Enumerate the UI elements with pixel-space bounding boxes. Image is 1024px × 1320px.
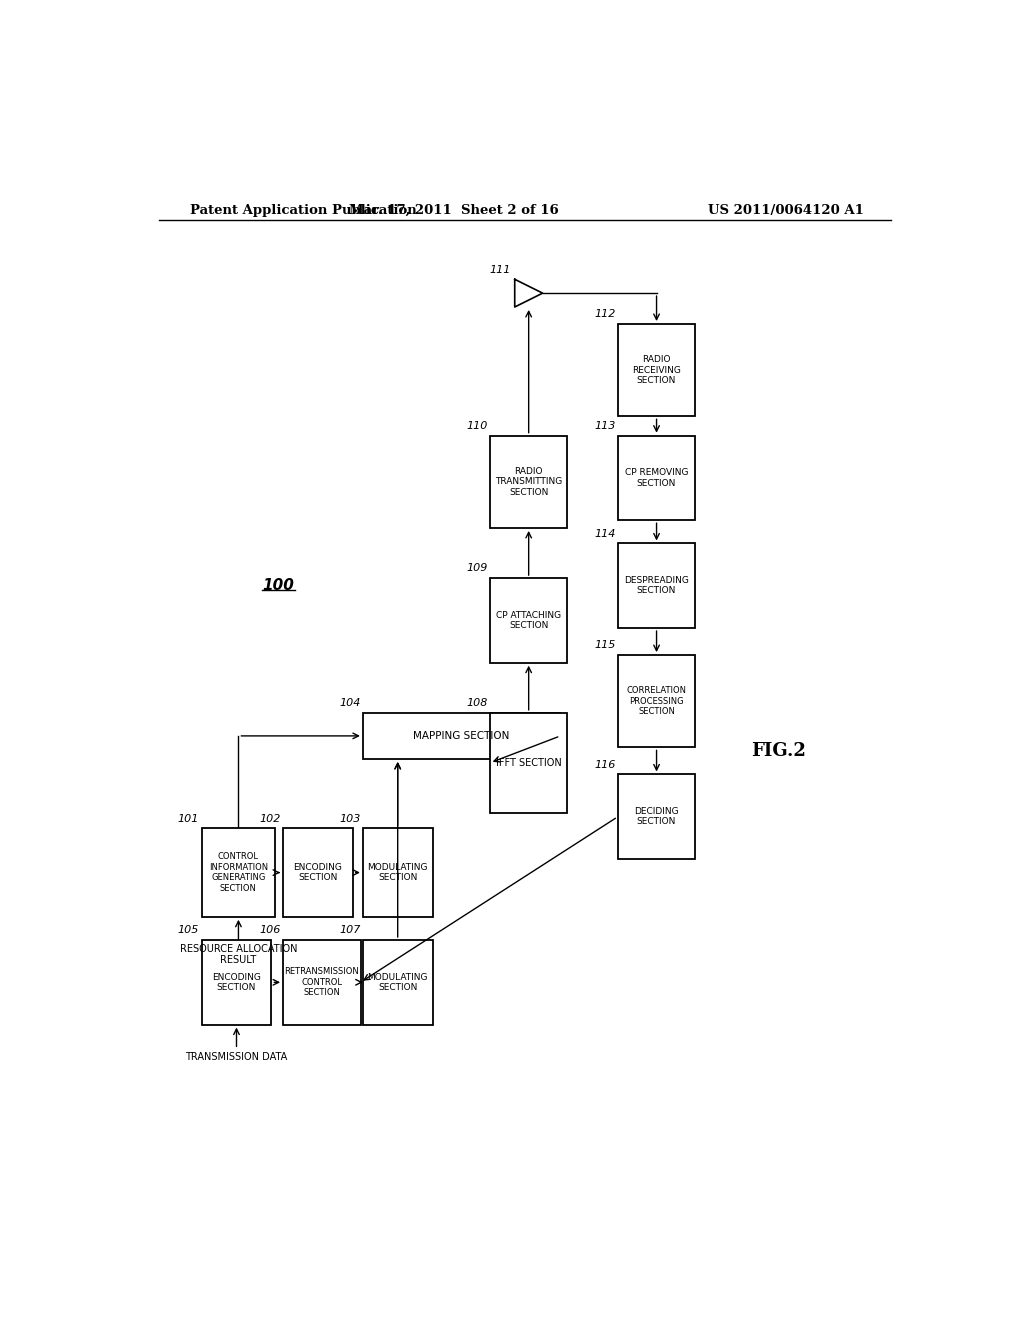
Text: 115: 115 [594, 640, 615, 651]
Text: FIG.2: FIG.2 [752, 742, 807, 760]
Text: Patent Application Publication: Patent Application Publication [190, 205, 417, 218]
Text: 100: 100 [262, 578, 294, 593]
Text: RESOURCE ALLOCATION
RESULT: RESOURCE ALLOCATION RESULT [179, 944, 297, 965]
Text: TRANSMISSION DATA: TRANSMISSION DATA [185, 1052, 288, 1061]
Bar [489, 578, 567, 663]
Text: ENCODING
SECTION: ENCODING SECTION [294, 863, 342, 882]
Text: RETRANSMISSION
CONTROL
SECTION: RETRANSMISSION CONTROL SECTION [285, 968, 359, 997]
Bar [283, 940, 360, 1024]
Text: 101: 101 [178, 813, 200, 824]
Bar [617, 544, 695, 628]
Text: MODULATING
SECTION: MODULATING SECTION [368, 863, 428, 882]
Bar [489, 713, 567, 813]
Bar [283, 829, 352, 917]
Text: 104: 104 [339, 698, 360, 708]
Text: 108: 108 [466, 698, 487, 708]
Text: CONTROL
INFORMATION
GENERATING
SECTION: CONTROL INFORMATION GENERATING SECTION [209, 853, 268, 892]
Text: 107: 107 [339, 925, 360, 936]
Text: US 2011/0064120 A1: US 2011/0064120 A1 [709, 205, 864, 218]
Text: RADIO
TRANSMITTING
SECTION: RADIO TRANSMITTING SECTION [495, 467, 562, 496]
Bar [362, 940, 432, 1024]
Text: DECIDING
SECTION: DECIDING SECTION [634, 807, 679, 826]
Text: CP REMOVING
SECTION: CP REMOVING SECTION [625, 469, 688, 487]
Bar [202, 940, 271, 1024]
Text: 113: 113 [594, 421, 615, 430]
Bar [362, 829, 432, 917]
Text: DESPREADING
SECTION: DESPREADING SECTION [624, 576, 689, 595]
Text: 110: 110 [466, 421, 487, 430]
Bar [489, 436, 567, 528]
Bar [617, 655, 695, 747]
Bar [202, 829, 275, 917]
Text: 112: 112 [594, 309, 615, 319]
Text: 106: 106 [259, 925, 281, 936]
Text: Mar. 17, 2011  Sheet 2 of 16: Mar. 17, 2011 Sheet 2 of 16 [348, 205, 558, 218]
Text: 116: 116 [594, 760, 615, 770]
Text: 105: 105 [178, 925, 200, 936]
Text: 114: 114 [594, 529, 615, 539]
Text: 111: 111 [489, 265, 511, 276]
Text: CORRELATION
PROCESSING
SECTION: CORRELATION PROCESSING SECTION [627, 686, 686, 717]
Text: MODULATING
SECTION: MODULATING SECTION [368, 973, 428, 993]
Bar [617, 775, 695, 859]
Bar [617, 323, 695, 416]
Text: MAPPING SECTION: MAPPING SECTION [414, 731, 510, 741]
Text: IFFT SECTION: IFFT SECTION [496, 758, 561, 768]
Text: 103: 103 [339, 813, 360, 824]
Bar [617, 436, 695, 520]
Text: CP ATTACHING
SECTION: CP ATTACHING SECTION [496, 611, 561, 630]
Text: 109: 109 [466, 564, 487, 573]
Bar [362, 713, 560, 759]
Text: 102: 102 [259, 813, 281, 824]
Text: ENCODING
SECTION: ENCODING SECTION [212, 973, 261, 993]
Text: RADIO
RECEIVING
SECTION: RADIO RECEIVING SECTION [632, 355, 681, 385]
